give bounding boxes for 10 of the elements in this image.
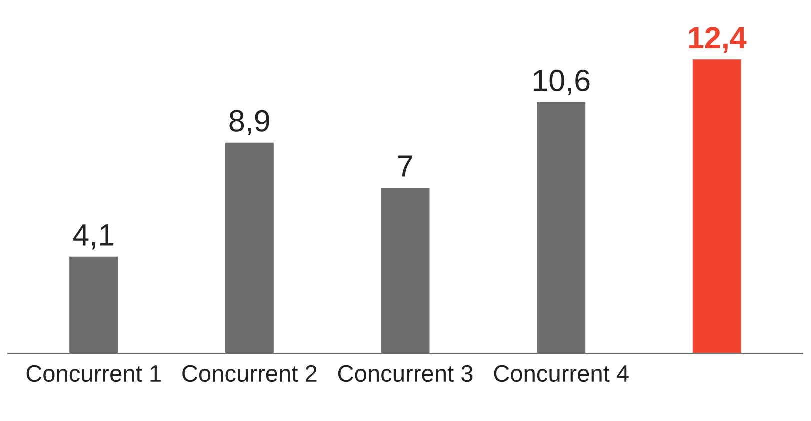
- data-label: 12,4: [689, 27, 747, 54]
- data-label: 8,9: [230, 110, 270, 136]
- x-tick-label: Concurrent 2: [182, 365, 317, 382]
- x-tick-label: Concurrent 1: [26, 365, 161, 382]
- data-label: 10,6: [534, 70, 590, 96]
- bar: [692, 58, 743, 354]
- x-tick-label: Concurrent 4: [494, 365, 629, 382]
- data-label: 4,1: [73, 224, 114, 250]
- x-tick-label: Concurrent 3: [338, 365, 473, 382]
- data-label: 7: [398, 156, 412, 177]
